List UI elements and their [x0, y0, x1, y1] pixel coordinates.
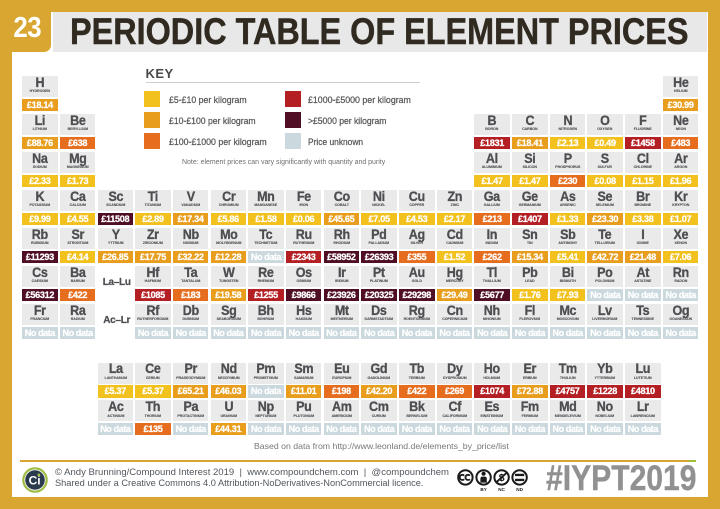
svg-text:BY: BY [480, 487, 486, 492]
svg-text:NC: NC [498, 487, 505, 492]
svg-text:Ci: Ci [28, 473, 40, 487]
svg-text:ND: ND [516, 487, 523, 492]
